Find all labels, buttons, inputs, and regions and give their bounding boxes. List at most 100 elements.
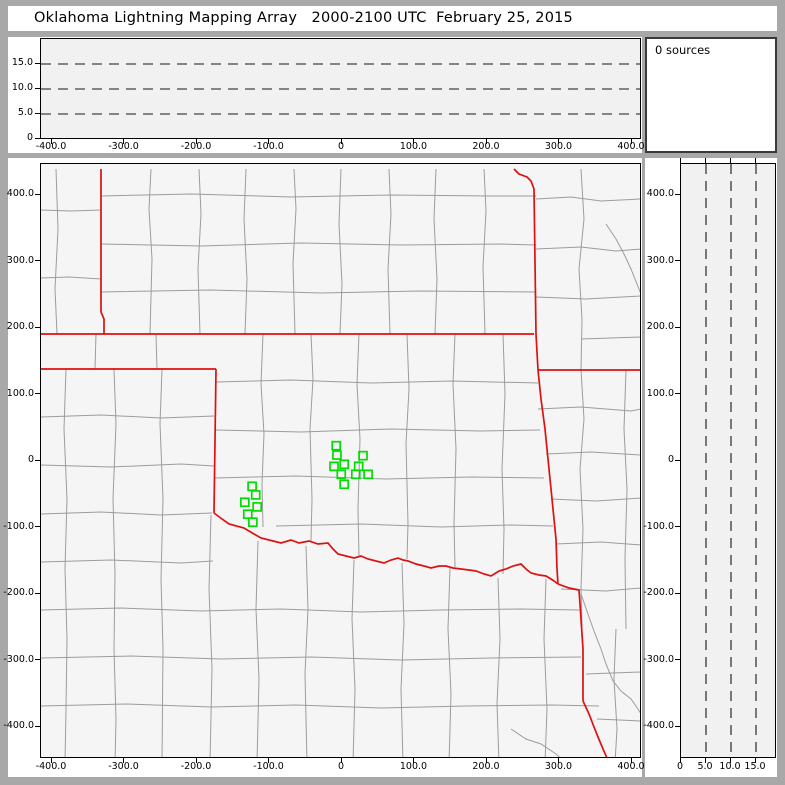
title-bar: Oklahoma Lightning Mapping Array 2000-21…: [8, 6, 777, 31]
tick-mark: [268, 758, 269, 763]
county-boundary: [613, 628, 618, 757]
county-boundary: [580, 593, 640, 714]
county-boundary: [351, 559, 356, 757]
county-boundary: [155, 333, 158, 370]
county-boundary: [623, 369, 628, 630]
state-boundary: [537, 369, 559, 585]
source-count-label: 0 sources: [655, 43, 711, 57]
ns-plot-distance-tick-label: -300.0: [643, 653, 674, 665]
ew-plot-distance-tick-label: 100.0: [399, 141, 428, 152]
ew-plot-distance-tick-label: -400.0: [35, 141, 67, 152]
tick-mark: [50, 139, 52, 144]
lma-station-marker: [242, 509, 253, 520]
ew-plot-altitude-tick-label: 10.0: [11, 82, 33, 93]
ew-plot-altitude-tick-label: 5.0: [17, 107, 33, 118]
map-northsouth-tick-label: -100.0: [3, 520, 34, 532]
tick-mark: [35, 526, 40, 527]
tick-mark: [485, 758, 487, 763]
tick-mark: [630, 758, 632, 763]
county-boundary: [275, 523, 554, 528]
map-northsouth-tick-label: -200.0: [3, 587, 34, 598]
lma-station-marker: [336, 469, 347, 480]
county-boundary: [433, 168, 438, 335]
tick-mark: [35, 62, 40, 64]
tick-mark: [35, 592, 40, 594]
county-boundary: [260, 333, 265, 528]
state-boundary: [582, 700, 608, 757]
map-eastwest-tick-label: 200.0: [472, 761, 500, 772]
tick-mark: [675, 659, 680, 660]
tick-mark: [268, 139, 269, 144]
ns-plot-distance-tick-label: 200.0: [646, 321, 674, 332]
ns-plot-distance-tick-label: 300.0: [646, 254, 674, 266]
tick-mark: [704, 158, 706, 163]
county-boundary: [243, 168, 248, 335]
tick-mark: [675, 526, 680, 527]
county-boundary: [496, 577, 501, 757]
tick-mark: [754, 758, 756, 763]
tick-mark: [675, 725, 680, 727]
county-boundary: [63, 368, 68, 757]
map-eastwest-tick-label: 100.0: [399, 761, 428, 772]
tick-mark: [340, 139, 342, 144]
tick-mark: [679, 758, 681, 763]
lma-station-marker: [252, 502, 263, 512]
county-boundary: [543, 578, 548, 757]
map-eastwest-tick-label: 400.0: [617, 761, 645, 772]
tick-mark: [675, 193, 680, 195]
ew-plot-distance-tick-label: -300.0: [108, 141, 139, 152]
tick-mark: [485, 139, 487, 144]
lma-station-marker: [331, 440, 342, 451]
county-boundary: [94, 333, 97, 370]
state-boundary: [100, 169, 105, 334]
tick-mark: [679, 158, 681, 163]
map-northsouth-tick-label: 300.0: [6, 254, 34, 266]
county-boundary: [387, 168, 392, 335]
county-boundary: [215, 428, 541, 433]
lma-station-marker: [358, 450, 368, 461]
county-boundary: [292, 168, 297, 335]
county-boundary: [452, 333, 457, 568]
county-boundary: [304, 545, 309, 757]
county-boundary: [510, 728, 561, 757]
nsPlotBox-canvas: [705, 164, 757, 757]
map-northsouth-tick-label: -300.0: [3, 653, 34, 665]
source-count-panel: 0 sources: [645, 37, 777, 153]
map-eastwest-tick-label: -300.0: [108, 761, 139, 772]
ns-plot-altitude-tick-label: 15.0: [744, 761, 766, 772]
ew-plot-distance-tick-label: 200.0: [472, 141, 500, 152]
county-boundary: [41, 703, 600, 709]
county-boundary: [41, 607, 580, 613]
ns-plot-altitude-tick-label: 5.0: [697, 761, 713, 772]
ns-plot-distance-tick-label: 100.0: [646, 387, 674, 399]
tick-mark: [35, 87, 40, 89]
state-boundary: [535, 333, 539, 371]
map-northsouth-tick-label: 0: [27, 454, 34, 465]
lma-station-marker: [332, 450, 342, 460]
map-eastwest-tick-label: -400.0: [35, 761, 67, 772]
lma-station-marker: [363, 469, 373, 480]
map-plot: [40, 163, 641, 758]
tick-mark: [35, 260, 40, 261]
county-boundary: [555, 541, 640, 546]
tick-mark: [35, 112, 40, 114]
tick-mark: [35, 393, 40, 394]
tick-mark: [195, 139, 197, 144]
lma-station-marker: [350, 469, 361, 480]
tick-mark: [413, 139, 414, 144]
ns-plot-distance-tick-label: 0: [667, 454, 674, 465]
tick-mark: [50, 758, 52, 763]
tick-mark: [35, 137, 40, 139]
ns-plot-distance-tick-label: 400.0: [646, 188, 674, 199]
tick-mark: [675, 592, 680, 594]
county-boundary: [501, 333, 506, 575]
lma-station-marker: [247, 517, 258, 528]
ew-plot-altitude-tick-label: 15.0: [11, 57, 33, 68]
ns-plot-distance-tick-label: -400.0: [643, 720, 674, 731]
ns-plot-distance-tick-label: -200.0: [643, 587, 674, 598]
county-boundary: [535, 246, 640, 252]
tick-mark: [340, 758, 342, 763]
ns-plot-distance-tick-label: -100.0: [643, 520, 674, 532]
tick-mark: [35, 459, 40, 461]
county-boundary: [41, 655, 582, 661]
